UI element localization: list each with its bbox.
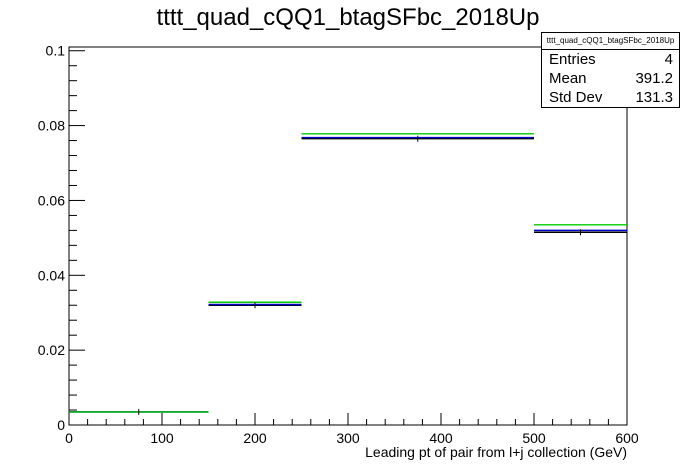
chart-title: tttt_quad_cQQ1_btagSFbc_2018Up — [156, 4, 540, 31]
y-tick-label: 0.06 — [38, 192, 65, 208]
x-tick-label: 200 — [243, 430, 267, 446]
x-axis-label: Leading pt of pair from l+j collection (… — [365, 444, 627, 460]
stats-value: 4 — [664, 51, 673, 68]
stats-label: Std Dev — [549, 89, 603, 106]
x-tick-label: 0 — [65, 430, 73, 446]
stats-row-entries: Entries 4 — [542, 50, 679, 69]
stats-row-mean: Mean 391.2 — [542, 69, 679, 88]
x-tick-label: 600 — [615, 430, 639, 446]
stats-row-stddev: Std Dev 131.3 — [542, 88, 679, 107]
y-tick-label: 0.04 — [38, 267, 65, 283]
x-tick-label: 400 — [429, 430, 453, 446]
x-tick-label: 100 — [150, 430, 174, 446]
y-tick-label: 0.08 — [38, 118, 65, 134]
x-tick-label: 500 — [522, 430, 546, 446]
stats-label: Entries — [549, 51, 596, 68]
stats-value: 391.2 — [635, 70, 673, 87]
y-tick-label: 0 — [57, 417, 65, 433]
y-tick-label: 0.02 — [38, 342, 65, 358]
stats-label: Mean — [549, 70, 587, 87]
stats-box: tttt_quad_cQQ1_btagSFbc_2018Up Entries 4… — [541, 32, 680, 108]
stats-value: 131.3 — [635, 89, 673, 106]
y-tick-label: 0.1 — [46, 43, 66, 59]
x-tick-label: 300 — [336, 430, 360, 446]
stats-box-name: tttt_quad_cQQ1_btagSFbc_2018Up — [542, 33, 679, 50]
